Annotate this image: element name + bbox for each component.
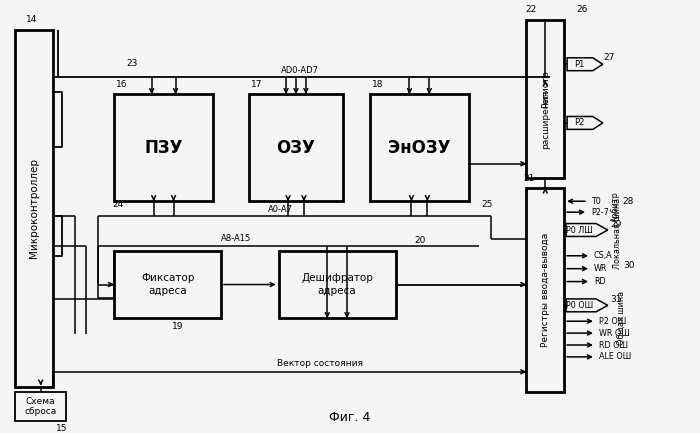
Text: Общая шина: Общая шина (617, 291, 626, 345)
Text: Локальная шина: Локальная шина (613, 197, 622, 268)
Bar (114, 94, 214, 201)
Text: ПЗУ: ПЗУ (144, 139, 183, 157)
Bar (15, 30, 52, 387)
Bar (15, 391, 66, 421)
Text: A0-A7: A0-A7 (268, 205, 293, 213)
Text: P0 ЛШ: P0 ЛШ (566, 226, 593, 235)
Text: 26: 26 (576, 6, 588, 14)
Bar (279, 251, 396, 318)
Polygon shape (567, 116, 603, 129)
Text: 25: 25 (481, 200, 493, 209)
Text: P1: P1 (574, 60, 584, 69)
Text: 19: 19 (172, 322, 183, 331)
Text: 18: 18 (372, 80, 384, 89)
Text: 24: 24 (113, 200, 124, 209)
Text: 17: 17 (251, 80, 262, 89)
Text: 31: 31 (610, 295, 622, 304)
Text: 30: 30 (623, 261, 634, 270)
Text: P2-7: P2-7 (591, 208, 609, 216)
Text: Схема: Схема (26, 397, 55, 406)
Text: WR: WR (594, 264, 608, 273)
Text: AD0-AD7: AD0-AD7 (281, 66, 319, 75)
Text: 27: 27 (603, 53, 615, 62)
Bar (114, 251, 221, 318)
Text: расширения: расширения (541, 89, 550, 149)
Text: 23: 23 (126, 59, 138, 68)
Text: 22: 22 (526, 6, 537, 14)
Text: 16: 16 (116, 80, 127, 89)
Text: Фиксатор: Фиксатор (141, 273, 195, 283)
Text: 21: 21 (524, 174, 535, 183)
Text: P2 ОШ: P2 ОШ (598, 317, 626, 326)
Text: Микроконтроллер: Микроконтроллер (29, 158, 38, 258)
Bar (370, 94, 469, 201)
Text: адреса: адреса (148, 287, 187, 297)
Text: RD: RD (594, 277, 606, 286)
Text: ALE ОШ: ALE ОШ (598, 352, 631, 362)
Text: A8-A15: A8-A15 (221, 234, 251, 243)
Bar (249, 94, 343, 201)
Text: 29: 29 (610, 220, 622, 229)
Text: Регистры ввода-вывода: Регистры ввода-вывода (541, 233, 550, 347)
Polygon shape (566, 223, 608, 236)
Text: ЭнОЗУ: ЭнОЗУ (388, 139, 451, 157)
Polygon shape (567, 58, 603, 71)
Text: P0 ОШ: P0 ОШ (566, 301, 594, 310)
Polygon shape (566, 299, 608, 312)
Text: Регистр: Регистр (541, 70, 550, 108)
Text: Вектор состояния: Вектор состояния (277, 359, 363, 368)
Text: 20: 20 (414, 236, 426, 246)
Text: Арбитр: Арбитр (611, 191, 620, 222)
Text: CS,A: CS,A (594, 251, 612, 260)
Text: ОЗУ: ОЗУ (276, 139, 316, 157)
Text: 28: 28 (622, 197, 634, 206)
Text: RD ОШ: RD ОШ (598, 340, 628, 349)
Text: адреса: адреса (318, 287, 356, 297)
Text: сброса: сброса (25, 407, 57, 416)
Text: Фиг. 4: Фиг. 4 (329, 411, 371, 424)
Text: WR ОШ: WR ОШ (598, 329, 629, 338)
Text: Дешифратор: Дешифратор (301, 272, 373, 283)
Bar (526, 20, 564, 178)
Text: 14: 14 (26, 15, 38, 24)
Text: 15: 15 (56, 424, 67, 433)
Text: P2: P2 (574, 119, 584, 127)
Text: T0: T0 (591, 197, 601, 206)
Bar (526, 188, 564, 391)
